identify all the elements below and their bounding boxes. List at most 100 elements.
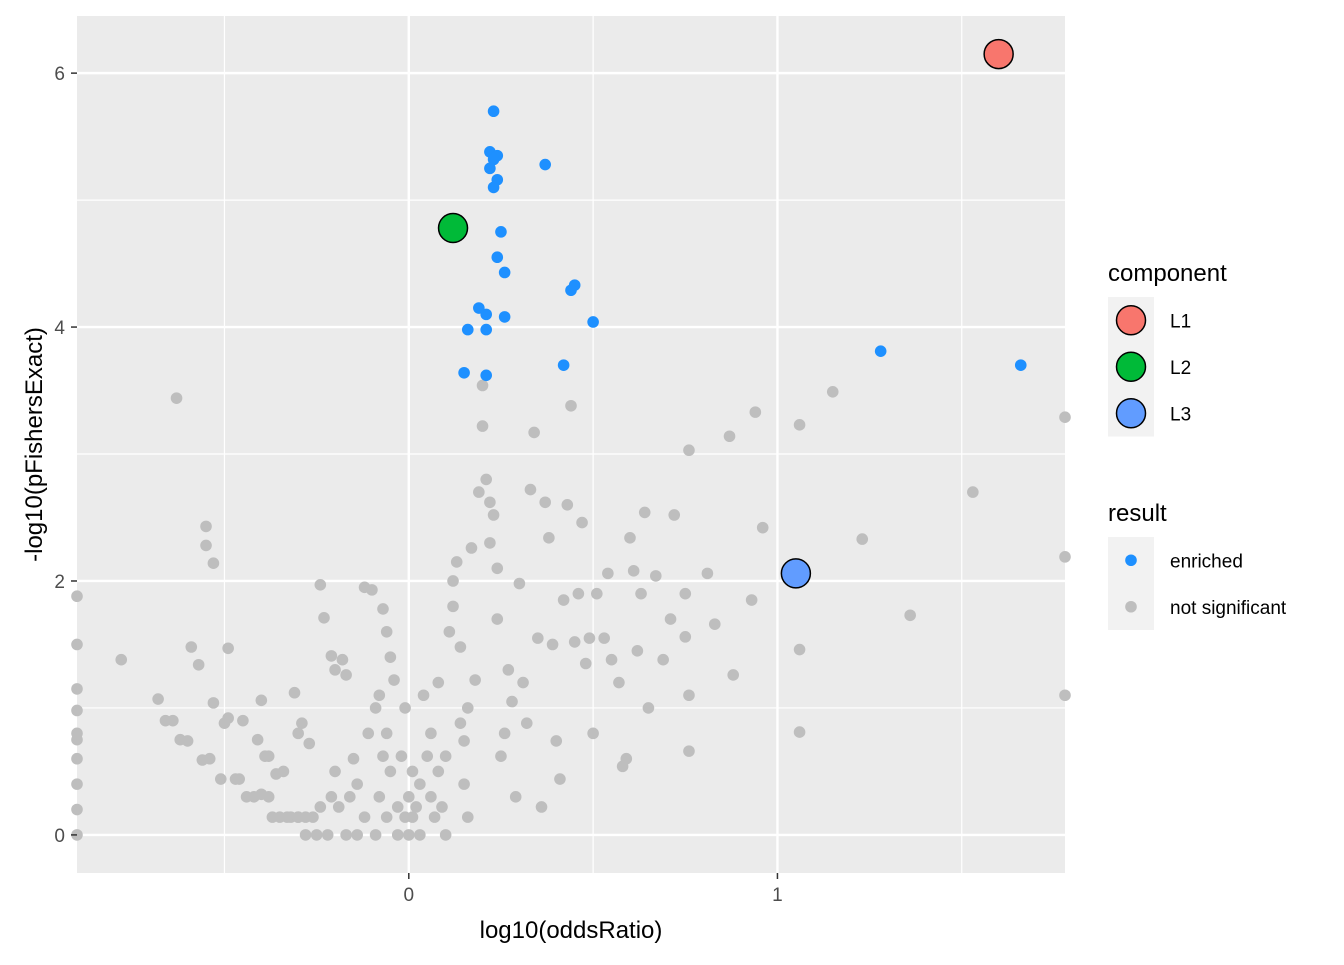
component-point-l1 xyxy=(983,38,1014,70)
not-significant-point xyxy=(476,420,489,432)
legend-title: component xyxy=(1108,260,1227,287)
not-significant-point xyxy=(425,727,437,740)
not-significant-point xyxy=(307,811,319,823)
not-significant-point xyxy=(296,717,308,729)
enriched-point xyxy=(565,284,577,297)
not-significant-point xyxy=(391,801,404,813)
not-significant-point xyxy=(458,735,470,747)
enriched-point xyxy=(484,162,496,175)
not-significant-point xyxy=(203,752,216,765)
not-significant-point xyxy=(723,430,736,443)
not-significant-point xyxy=(417,689,430,702)
not-significant-point xyxy=(358,811,371,823)
enriched-point xyxy=(539,158,551,171)
not-significant-point xyxy=(314,801,327,813)
not-significant-point xyxy=(517,676,529,689)
not-significant-point xyxy=(602,567,614,580)
enriched-point xyxy=(480,369,493,382)
not-significant-point xyxy=(222,712,234,724)
not-significant-point xyxy=(439,750,452,762)
not-significant-point xyxy=(591,587,603,600)
not-significant-point xyxy=(638,506,651,519)
not-significant-point xyxy=(428,811,441,823)
not-significant-point xyxy=(454,641,467,653)
not-significant-point xyxy=(71,704,83,717)
not-significant-point xyxy=(185,641,198,653)
not-significant-point xyxy=(535,801,548,813)
not-significant-point xyxy=(369,829,382,841)
not-significant-point xyxy=(543,532,555,544)
enriched-point xyxy=(480,308,493,321)
legend-label: L1 xyxy=(1170,311,1191,332)
legend-label: L3 xyxy=(1170,404,1191,425)
legend-key-not-significant xyxy=(1125,600,1137,613)
not-significant-point xyxy=(71,590,83,603)
not-significant-point xyxy=(568,636,581,648)
not-significant-point xyxy=(550,735,563,747)
component-point-l3 xyxy=(780,558,812,589)
not-significant-point xyxy=(793,419,806,431)
not-significant-point xyxy=(627,565,640,577)
not-significant-point xyxy=(756,521,769,534)
not-significant-point xyxy=(432,676,445,689)
not-significant-point xyxy=(635,587,647,600)
legend-title: result xyxy=(1108,500,1167,527)
not-significant-point xyxy=(624,532,636,544)
not-significant-point xyxy=(299,829,312,841)
not-significant-point xyxy=(450,556,463,568)
not-significant-point xyxy=(484,537,496,549)
not-significant-point xyxy=(233,773,246,785)
not-significant-point xyxy=(340,669,352,681)
not-significant-point xyxy=(414,829,426,841)
not-significant-point xyxy=(277,765,290,778)
legend-key-l1 xyxy=(1115,305,1147,336)
enriched-point xyxy=(498,311,511,323)
not-significant-point xyxy=(303,737,316,750)
not-significant-point xyxy=(115,653,128,666)
not-significant-point xyxy=(237,714,249,727)
not-significant-point xyxy=(71,733,83,746)
enriched-point xyxy=(480,323,493,336)
enriched-point xyxy=(491,251,504,264)
not-significant-point xyxy=(484,496,496,509)
not-significant-point xyxy=(380,625,393,638)
enriched-point xyxy=(587,316,599,328)
not-significant-point xyxy=(473,486,485,498)
not-significant-point xyxy=(71,638,83,651)
not-significant-point xyxy=(491,613,504,625)
not-significant-point xyxy=(222,642,234,655)
legend-key-background xyxy=(1108,537,1154,630)
legend-label: L2 xyxy=(1170,358,1191,379)
not-significant-point xyxy=(399,702,411,714)
not-significant-point xyxy=(561,499,574,511)
enriched-point xyxy=(461,323,474,336)
not-significant-point xyxy=(708,618,721,630)
not-significant-point xyxy=(683,745,695,757)
not-significant-point xyxy=(487,509,500,521)
not-significant-point xyxy=(373,791,386,803)
not-significant-point xyxy=(458,778,470,790)
not-significant-point xyxy=(262,750,275,762)
not-significant-point xyxy=(520,717,533,729)
legend-label: enriched xyxy=(1170,551,1243,572)
not-significant-point xyxy=(498,727,511,740)
x-axis-title: log10(oddsRatio) xyxy=(480,917,663,944)
not-significant-point xyxy=(443,625,456,638)
not-significant-point xyxy=(192,658,205,671)
not-significant-point xyxy=(502,664,515,676)
x-tick-label: 0 xyxy=(404,885,415,906)
enriched-point xyxy=(487,181,500,194)
legend-label: not significant xyxy=(1170,598,1287,619)
enriched-point xyxy=(1014,359,1027,371)
not-significant-point xyxy=(402,791,415,803)
not-significant-point xyxy=(71,778,83,790)
not-significant-point xyxy=(701,567,714,580)
not-significant-point xyxy=(329,664,341,676)
not-significant-point xyxy=(613,676,625,689)
not-significant-point xyxy=(321,829,334,841)
enriched-point xyxy=(498,266,511,279)
not-significant-point xyxy=(292,727,304,740)
not-significant-point xyxy=(506,695,518,708)
